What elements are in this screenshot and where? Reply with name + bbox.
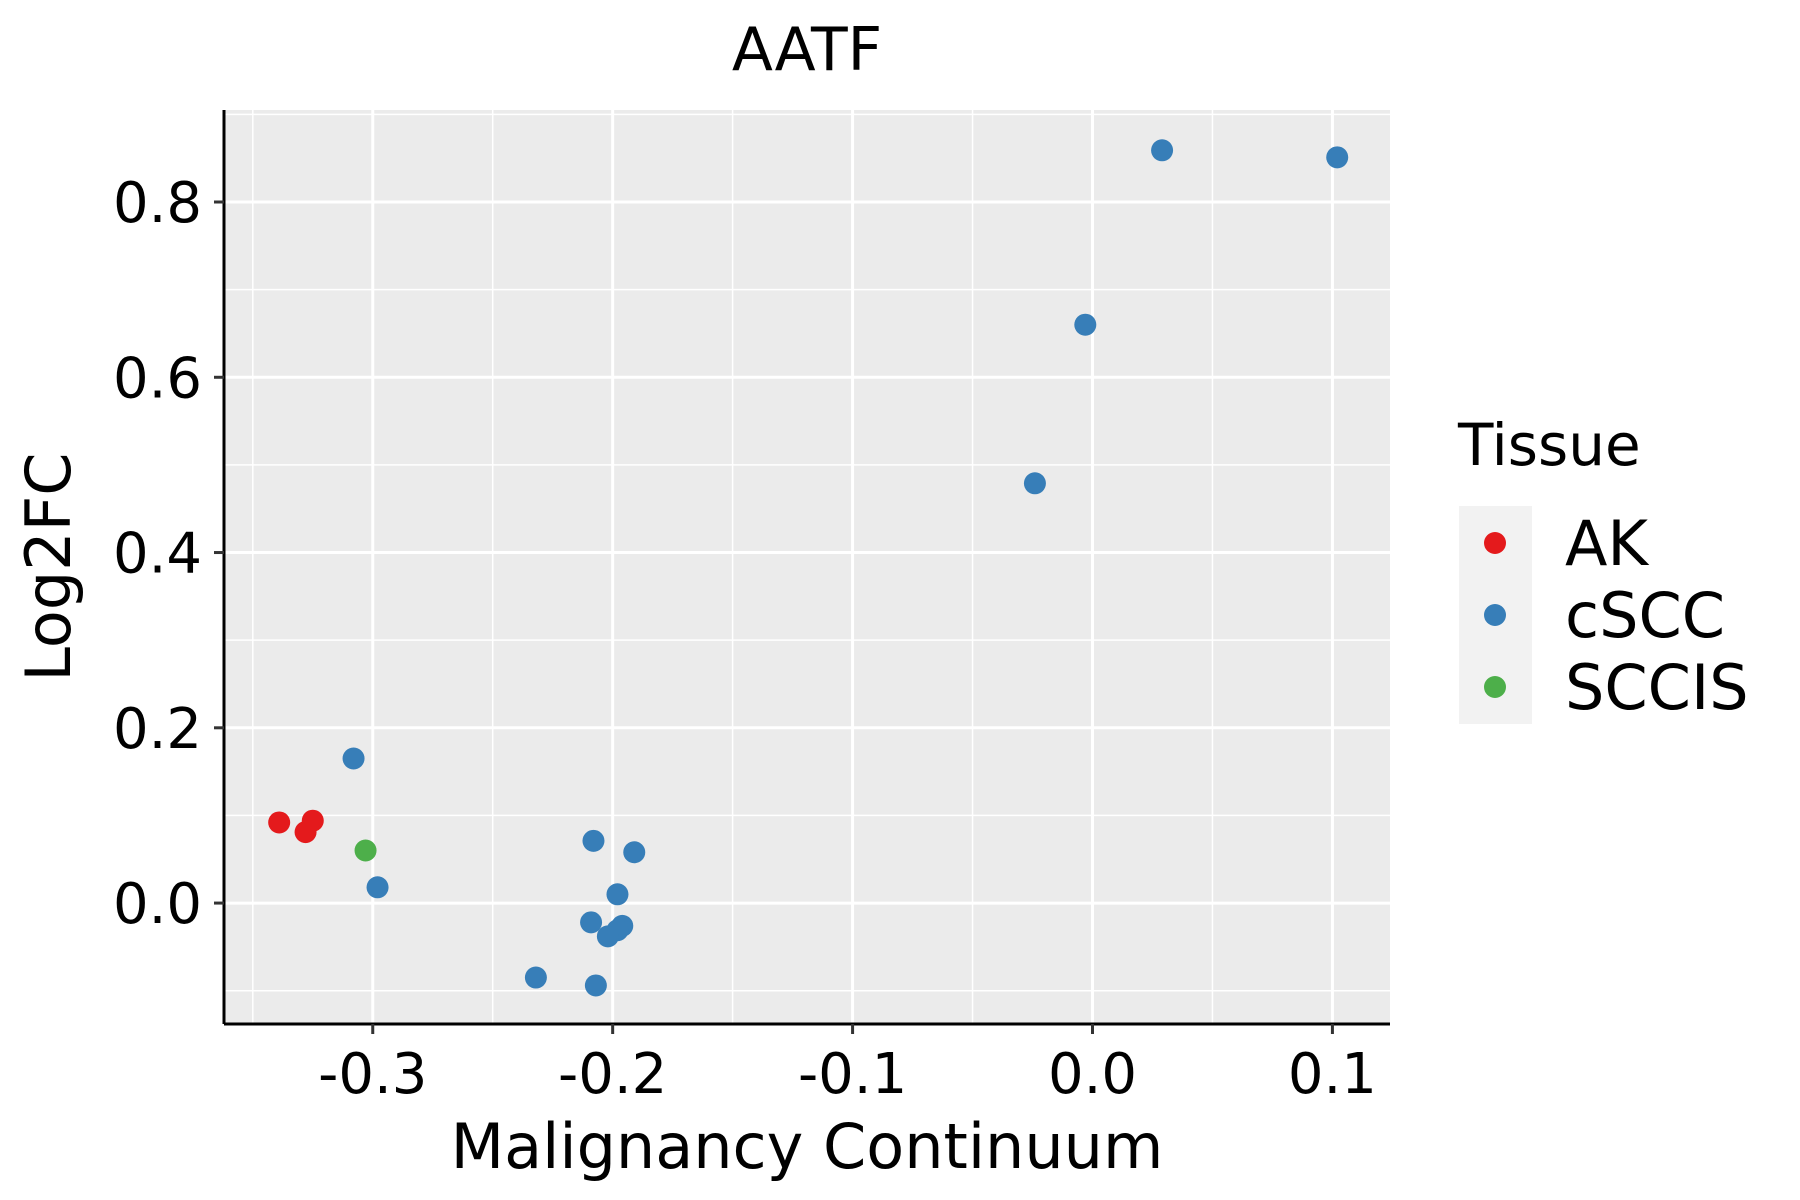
- point-ak: [294, 821, 317, 844]
- point-sccis: [354, 839, 377, 862]
- plot-panel: [224, 110, 1390, 1024]
- x-tick-label: -0.2: [558, 1042, 667, 1107]
- y-tick-label: 0.0: [113, 872, 202, 937]
- point-cscc: [582, 829, 605, 852]
- x-tick-label: -0.1: [798, 1042, 907, 1107]
- point-cscc: [584, 974, 607, 997]
- data-points: [268, 139, 1349, 997]
- point-ak: [268, 811, 291, 834]
- minor-gridlines: [224, 110, 1390, 1024]
- point-cscc: [623, 841, 646, 864]
- point-cscc: [524, 966, 547, 989]
- y-tick-label: 0.2: [113, 697, 202, 762]
- legend-marker-sccis: [1484, 676, 1506, 698]
- x-axis-ticks: -0.3 -0.2 -0.1 0.0 0.1: [318, 1024, 1377, 1107]
- legend-marker-ak: [1484, 532, 1506, 554]
- point-cscc: [1074, 313, 1097, 336]
- point-cscc: [342, 747, 365, 770]
- x-axis-title: Malignancy Continuum: [451, 1110, 1164, 1183]
- legend-label-ak: AK: [1565, 507, 1649, 580]
- chart-title: AATF: [732, 15, 882, 85]
- y-axis-ticks: 0.0 0.2 0.4 0.6 0.8: [113, 171, 224, 937]
- x-tick-label: 0.0: [1048, 1042, 1137, 1107]
- point-cscc: [1326, 146, 1349, 169]
- point-cscc: [606, 883, 629, 906]
- y-tick-label: 0.6: [113, 346, 202, 411]
- x-tick-label: -0.3: [318, 1042, 427, 1107]
- legend-title: Tissue: [1457, 411, 1641, 479]
- y-axis-title: Log2FC: [12, 452, 85, 681]
- legend-label-sccis: SCCIS: [1565, 651, 1749, 724]
- point-cscc: [366, 876, 389, 899]
- major-gridlines: [224, 110, 1390, 1024]
- legend-marker-cscc: [1484, 604, 1506, 626]
- point-cscc: [1023, 472, 1046, 495]
- point-cscc: [596, 925, 619, 948]
- point-cscc: [1151, 139, 1174, 162]
- legend-label-cscc: cSCC: [1565, 579, 1725, 652]
- point-cscc: [580, 911, 603, 934]
- y-tick-label: 0.8: [113, 171, 202, 236]
- x-tick-label: 0.1: [1288, 1042, 1377, 1107]
- y-tick-label: 0.4: [113, 522, 202, 587]
